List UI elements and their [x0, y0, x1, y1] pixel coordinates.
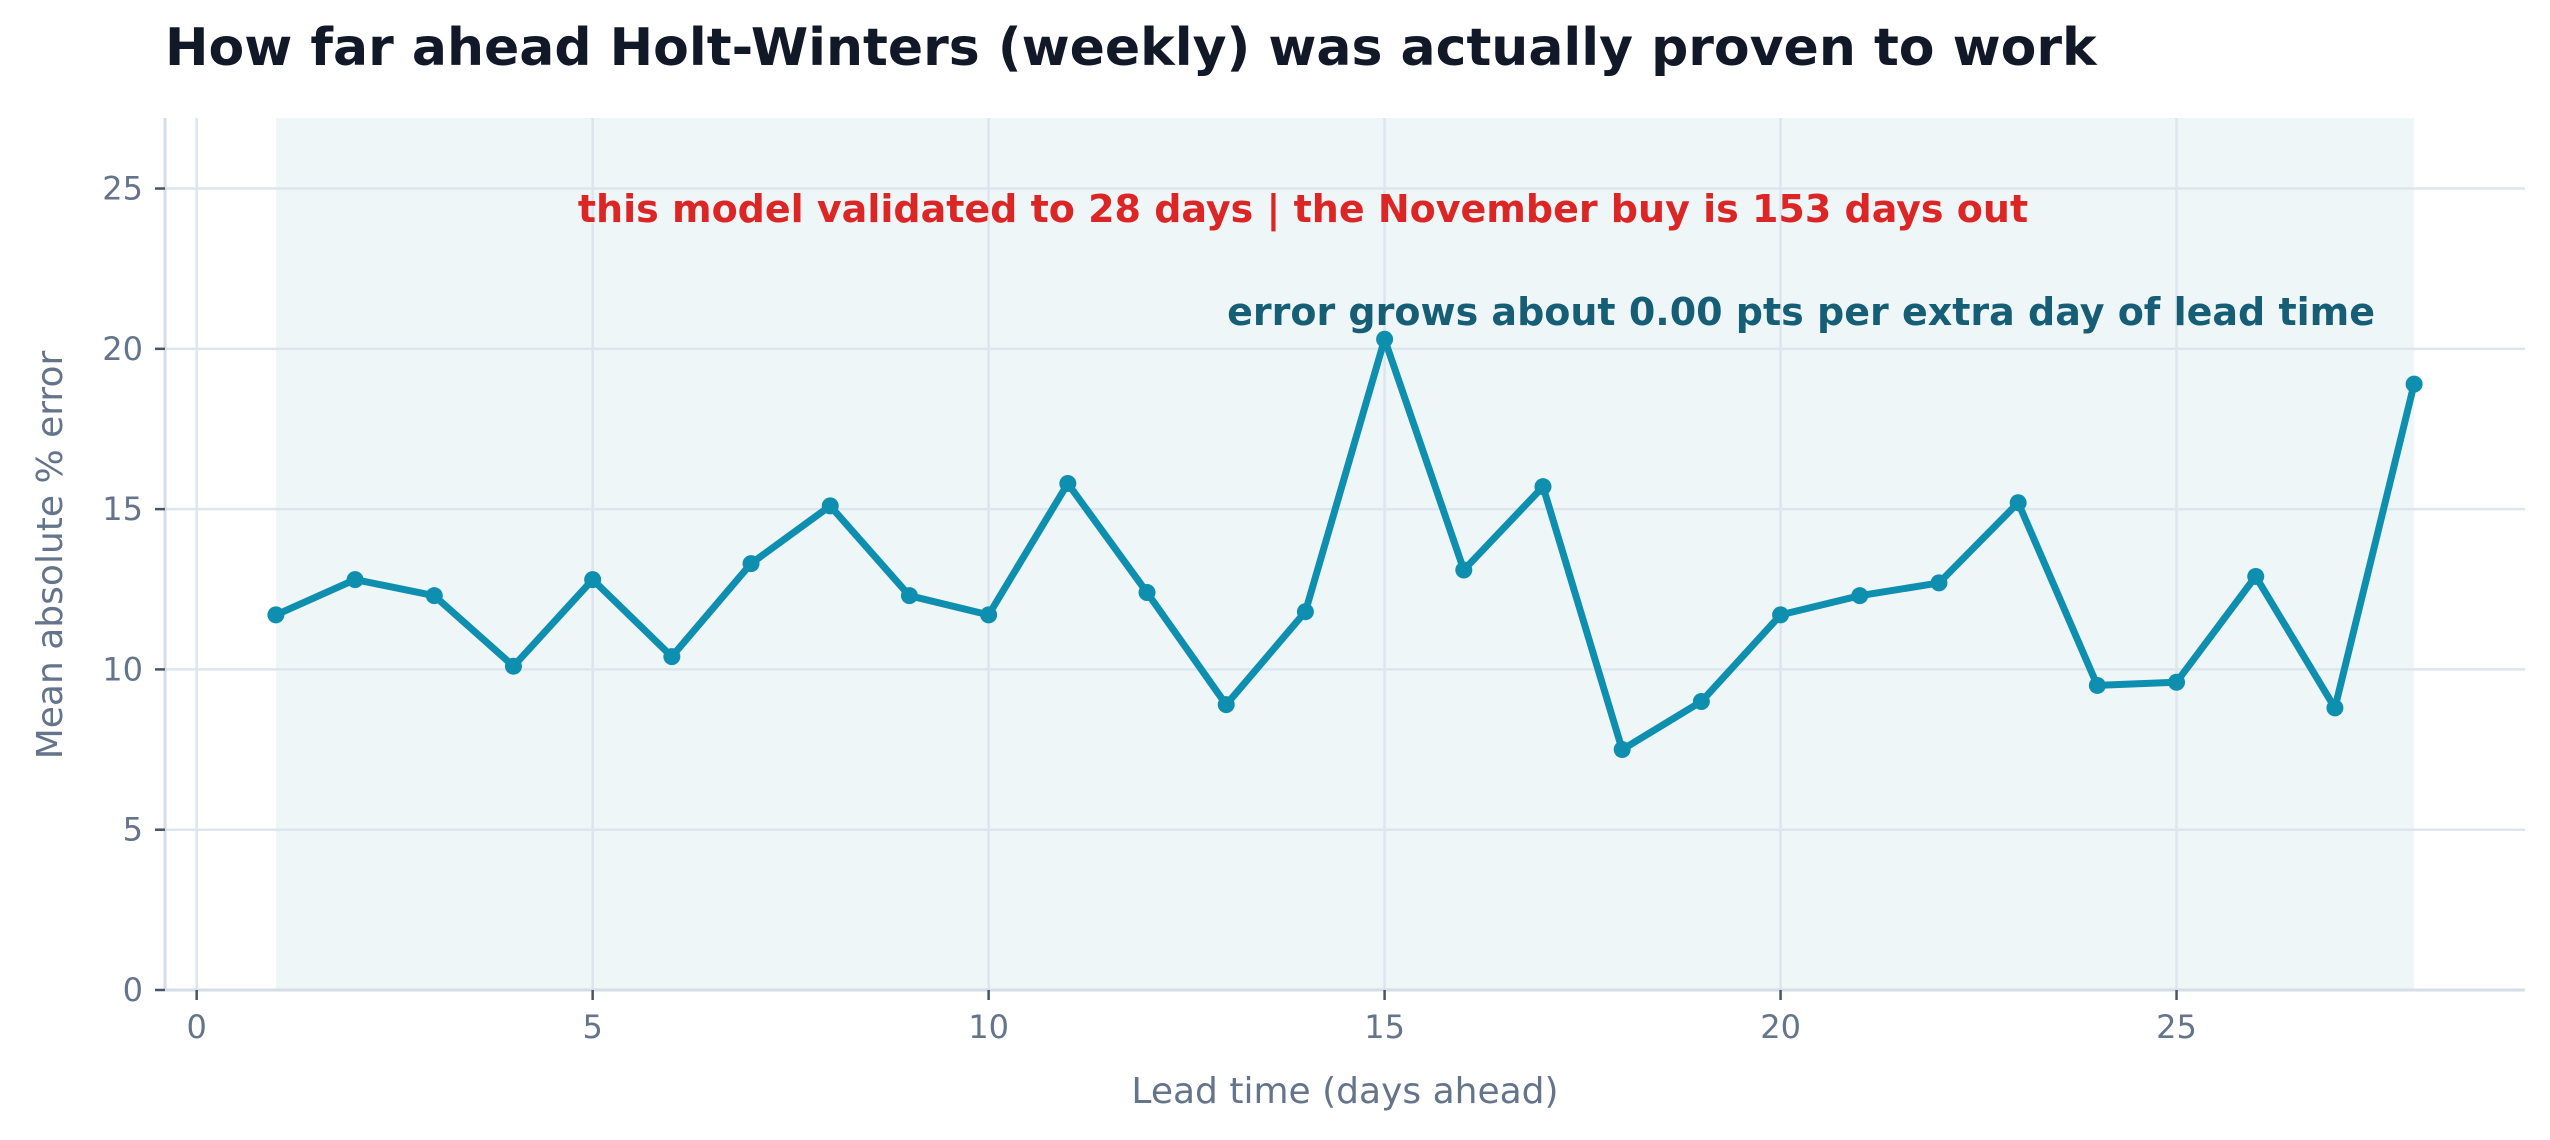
data-point: [2088, 676, 2106, 694]
data-point: [1296, 603, 1314, 621]
data-point: [1059, 474, 1077, 492]
y-tick-label: 25: [102, 170, 143, 208]
data-point: [821, 497, 839, 515]
x-tick-label: 20: [1760, 1008, 1801, 1046]
data-point: [742, 555, 760, 573]
annotation-validation: this model validated to 28 days | the No…: [578, 187, 2028, 232]
data-point: [2247, 567, 2265, 585]
data-point: [1376, 330, 1394, 348]
data-point: [2009, 494, 2027, 512]
data-point: [584, 571, 602, 589]
data-point: [267, 606, 285, 624]
tick-labels: 0 5 10 15 20 25 0 5 10 15 20 25: [102, 170, 2197, 1046]
data-point: [663, 648, 681, 666]
y-tick-label: 15: [102, 490, 143, 528]
x-tick-label: 5: [582, 1008, 602, 1046]
data-point: [1692, 692, 1710, 710]
y-tick-label: 5: [123, 811, 143, 849]
x-axis-label: Lead time (days ahead): [1131, 1071, 1558, 1112]
axes: [163, 118, 2525, 992]
y-axis-label: Mean absolute % error: [30, 351, 71, 760]
data-point: [1455, 561, 1473, 579]
series-points: [267, 330, 2423, 759]
x-tick-label: 10: [968, 1008, 1009, 1046]
x-tick-label: 15: [1364, 1008, 1405, 1046]
data-point: [1613, 741, 1631, 759]
data-point: [2405, 375, 2423, 393]
data-point: [2168, 673, 2186, 691]
data-point: [1217, 696, 1235, 714]
data-point: [346, 571, 364, 589]
annotation-error-growth: error grows about 0.00 pts per extra day…: [1227, 290, 2375, 334]
y-tick-label: 10: [102, 650, 143, 688]
data-point: [504, 657, 522, 675]
data-point: [980, 606, 998, 624]
data-point: [1930, 574, 1948, 592]
validated-range-band: [275, 118, 2415, 990]
data-point: [425, 587, 443, 605]
x-tick-label: 0: [186, 1008, 206, 1046]
y-tick-label: 20: [102, 330, 143, 368]
x-tick-label: 25: [2156, 1008, 2197, 1046]
data-point: [1851, 587, 1869, 605]
series-line: [272, 335, 2418, 754]
data-point: [1138, 583, 1156, 601]
data-point: [1534, 478, 1552, 496]
data-point: [2326, 699, 2344, 717]
data-point: [900, 587, 918, 605]
y-tick-label: 0: [123, 971, 143, 1009]
chart-title: How far ahead Holt-Winters (weekly) was …: [165, 18, 2097, 78]
data-point: [1772, 606, 1790, 624]
